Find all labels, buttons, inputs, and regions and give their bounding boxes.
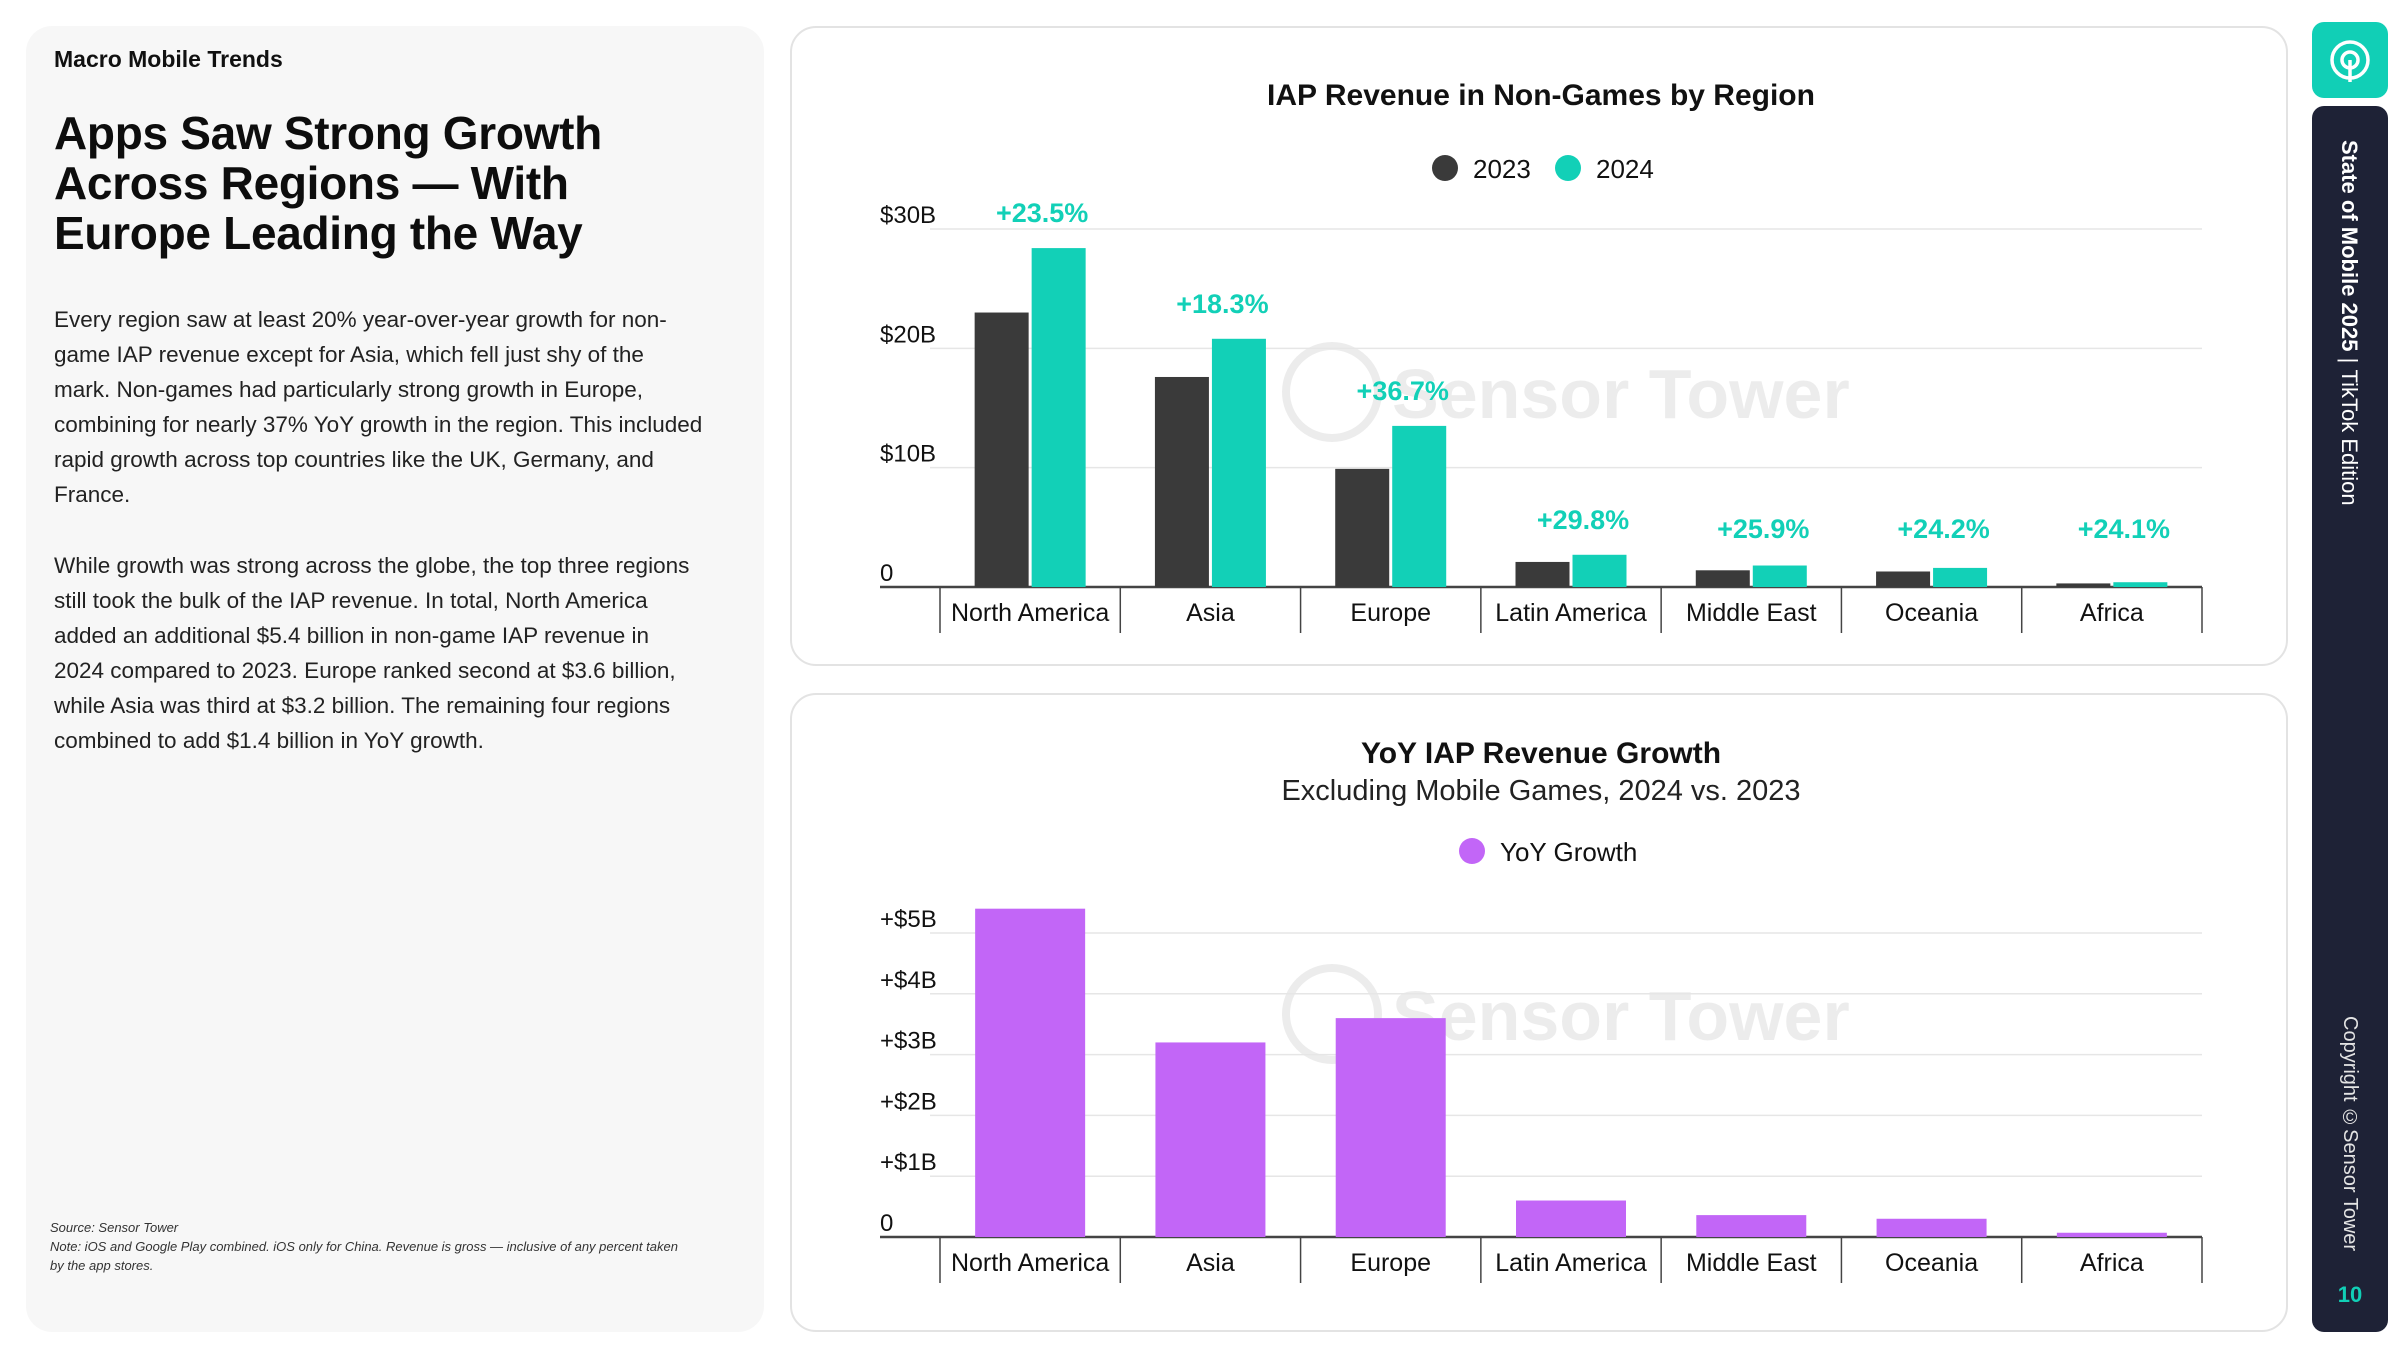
x-tick-label: Africa: [2080, 1249, 2144, 1277]
x-tick-label: North America: [951, 599, 1109, 627]
y-tick-label: $10B: [880, 441, 936, 468]
bar: [1155, 1042, 1266, 1237]
growth-annotation: +29.8%: [1537, 505, 1629, 535]
growth-annotation: +24.1%: [2078, 514, 2170, 544]
bar: [1335, 1018, 1446, 1237]
bar: [1031, 248, 1086, 588]
report-title-edition: TikTok Edition: [2337, 369, 2362, 506]
x-tick-label: Middle East: [1686, 599, 1817, 627]
sidebar-logo-tab[interactable]: [2312, 22, 2388, 98]
y-tick-label: +$4B: [880, 967, 937, 994]
x-tick-label: Africa: [2080, 599, 2144, 627]
y-tick-label: $30B: [880, 202, 936, 229]
watermark-text: Sensor Tower: [1392, 355, 1850, 433]
legend-swatch: [1459, 838, 1485, 864]
page-number: 10: [2337, 1282, 2363, 1307]
growth-chart-card: YoY IAP Revenue Growth Excluding Mobile G…: [790, 693, 2288, 1332]
growth-annotation: +25.9%: [1717, 514, 1809, 544]
bar: [1154, 376, 1209, 587]
report-title: State of Mobile 2025 | TikTok Edition: [2336, 140, 2362, 506]
sidebar-strip: [2312, 106, 2388, 1332]
bar: [2056, 583, 2111, 587]
growth-annotation: +24.2%: [1897, 514, 1989, 544]
watermark: Sensor Tower: [1282, 964, 1850, 1064]
revenue-chart-card: IAP Revenue in Non-Games by Region 2023 20…: [790, 26, 2288, 666]
bar: [1515, 561, 1570, 587]
x-tick-label: Asia: [1186, 599, 1235, 627]
watermark-text: Sensor Tower: [1392, 977, 1850, 1055]
bar: [1392, 425, 1447, 587]
legend-label: 2024: [1596, 154, 1654, 184]
section-label: Macro Mobile Trends: [54, 46, 283, 72]
bar: [1696, 1215, 1807, 1237]
x-tick-label: Latin America: [1495, 1249, 1647, 1277]
bar: [2056, 1232, 2167, 1237]
growth-annotation: +36.7%: [1357, 376, 1449, 406]
watermark-logo-icon: [1282, 342, 1382, 442]
y-tick-label: +$3B: [880, 1028, 937, 1055]
x-tick-label: North America: [951, 1249, 1109, 1277]
revenue-by-region-chart: IAP Revenue in Non-Games by Region 2023 20…: [880, 79, 2203, 633]
source-note: Source: Sensor Tower Note: iOS and Googl…: [50, 1218, 690, 1275]
chart-subtitle: Excluding Mobile Games, 2024 vs. 2023: [1281, 775, 1800, 807]
source-line: Source: Sensor Tower: [50, 1220, 179, 1235]
x-tick-label: Asia: [1186, 1249, 1235, 1277]
y-tick-label: $20B: [880, 321, 936, 348]
report-title-separator: |: [2337, 351, 2362, 370]
growth-annotation: +23.5%: [996, 198, 1088, 228]
bar: [975, 908, 1086, 1237]
sensor-tower-logo-icon: [2330, 40, 2370, 82]
bar: [1516, 1200, 1626, 1237]
bar: [1752, 565, 1807, 587]
watermark: Sensor Tower: [1282, 342, 1850, 442]
x-tick-label: Europe: [1350, 599, 1431, 627]
chart-title: IAP Revenue in Non-Games by Region: [1267, 79, 1815, 112]
legend-label: 2023: [1473, 154, 1531, 184]
body-paragraph-2: While growth was strong across the globe…: [54, 553, 690, 753]
headline: Apps Saw Strong Growth Across Regions — …: [54, 107, 602, 259]
bar: [1572, 554, 1627, 587]
watermark-logo-icon: [1282, 964, 1382, 1064]
bar: [1335, 468, 1390, 587]
body-paragraph-1: Every region saw at least 20% year-over-…: [54, 307, 703, 507]
copyright: Copyright ©Sensor Tower: [2339, 1016, 2361, 1252]
bar: [1933, 567, 1988, 587]
bar: [1211, 338, 1266, 587]
y-tick-label: +$1B: [880, 1149, 937, 1176]
x-tick-label: Europe: [1350, 1249, 1431, 1277]
y-tick-label: +$5B: [880, 906, 937, 933]
y-tick-label: 0: [880, 560, 893, 587]
note-line: Note: iOS and Google Play combined. iOS …: [50, 1239, 678, 1273]
bar: [1876, 1218, 1987, 1237]
legend-swatch: [1555, 155, 1581, 181]
x-tick-label: Oceania: [1885, 599, 1978, 627]
chart-title: YoY IAP Revenue Growth: [1361, 737, 1721, 770]
text-panel: [26, 26, 764, 1332]
growth-annotation: +18.3%: [1176, 289, 1268, 319]
x-tick-label: Latin America: [1495, 599, 1647, 627]
x-tick-label: Middle East: [1686, 1249, 1817, 1277]
bar: [1695, 570, 1750, 587]
y-tick-label: +$2B: [880, 1088, 937, 1115]
legend-label: YoY Growth: [1500, 837, 1637, 867]
yoy-growth-chart: YoY IAP Revenue Growth Excluding Mobile G…: [880, 737, 2203, 1283]
report-title-bold: State of Mobile 2025: [2337, 140, 2362, 352]
x-tick-label: Oceania: [1885, 1249, 1978, 1277]
bar: [974, 312, 1029, 587]
bar: [1876, 571, 1931, 587]
y-tick-label: 0: [880, 1210, 893, 1237]
legend-swatch: [1432, 155, 1458, 181]
bar: [2113, 582, 2168, 587]
